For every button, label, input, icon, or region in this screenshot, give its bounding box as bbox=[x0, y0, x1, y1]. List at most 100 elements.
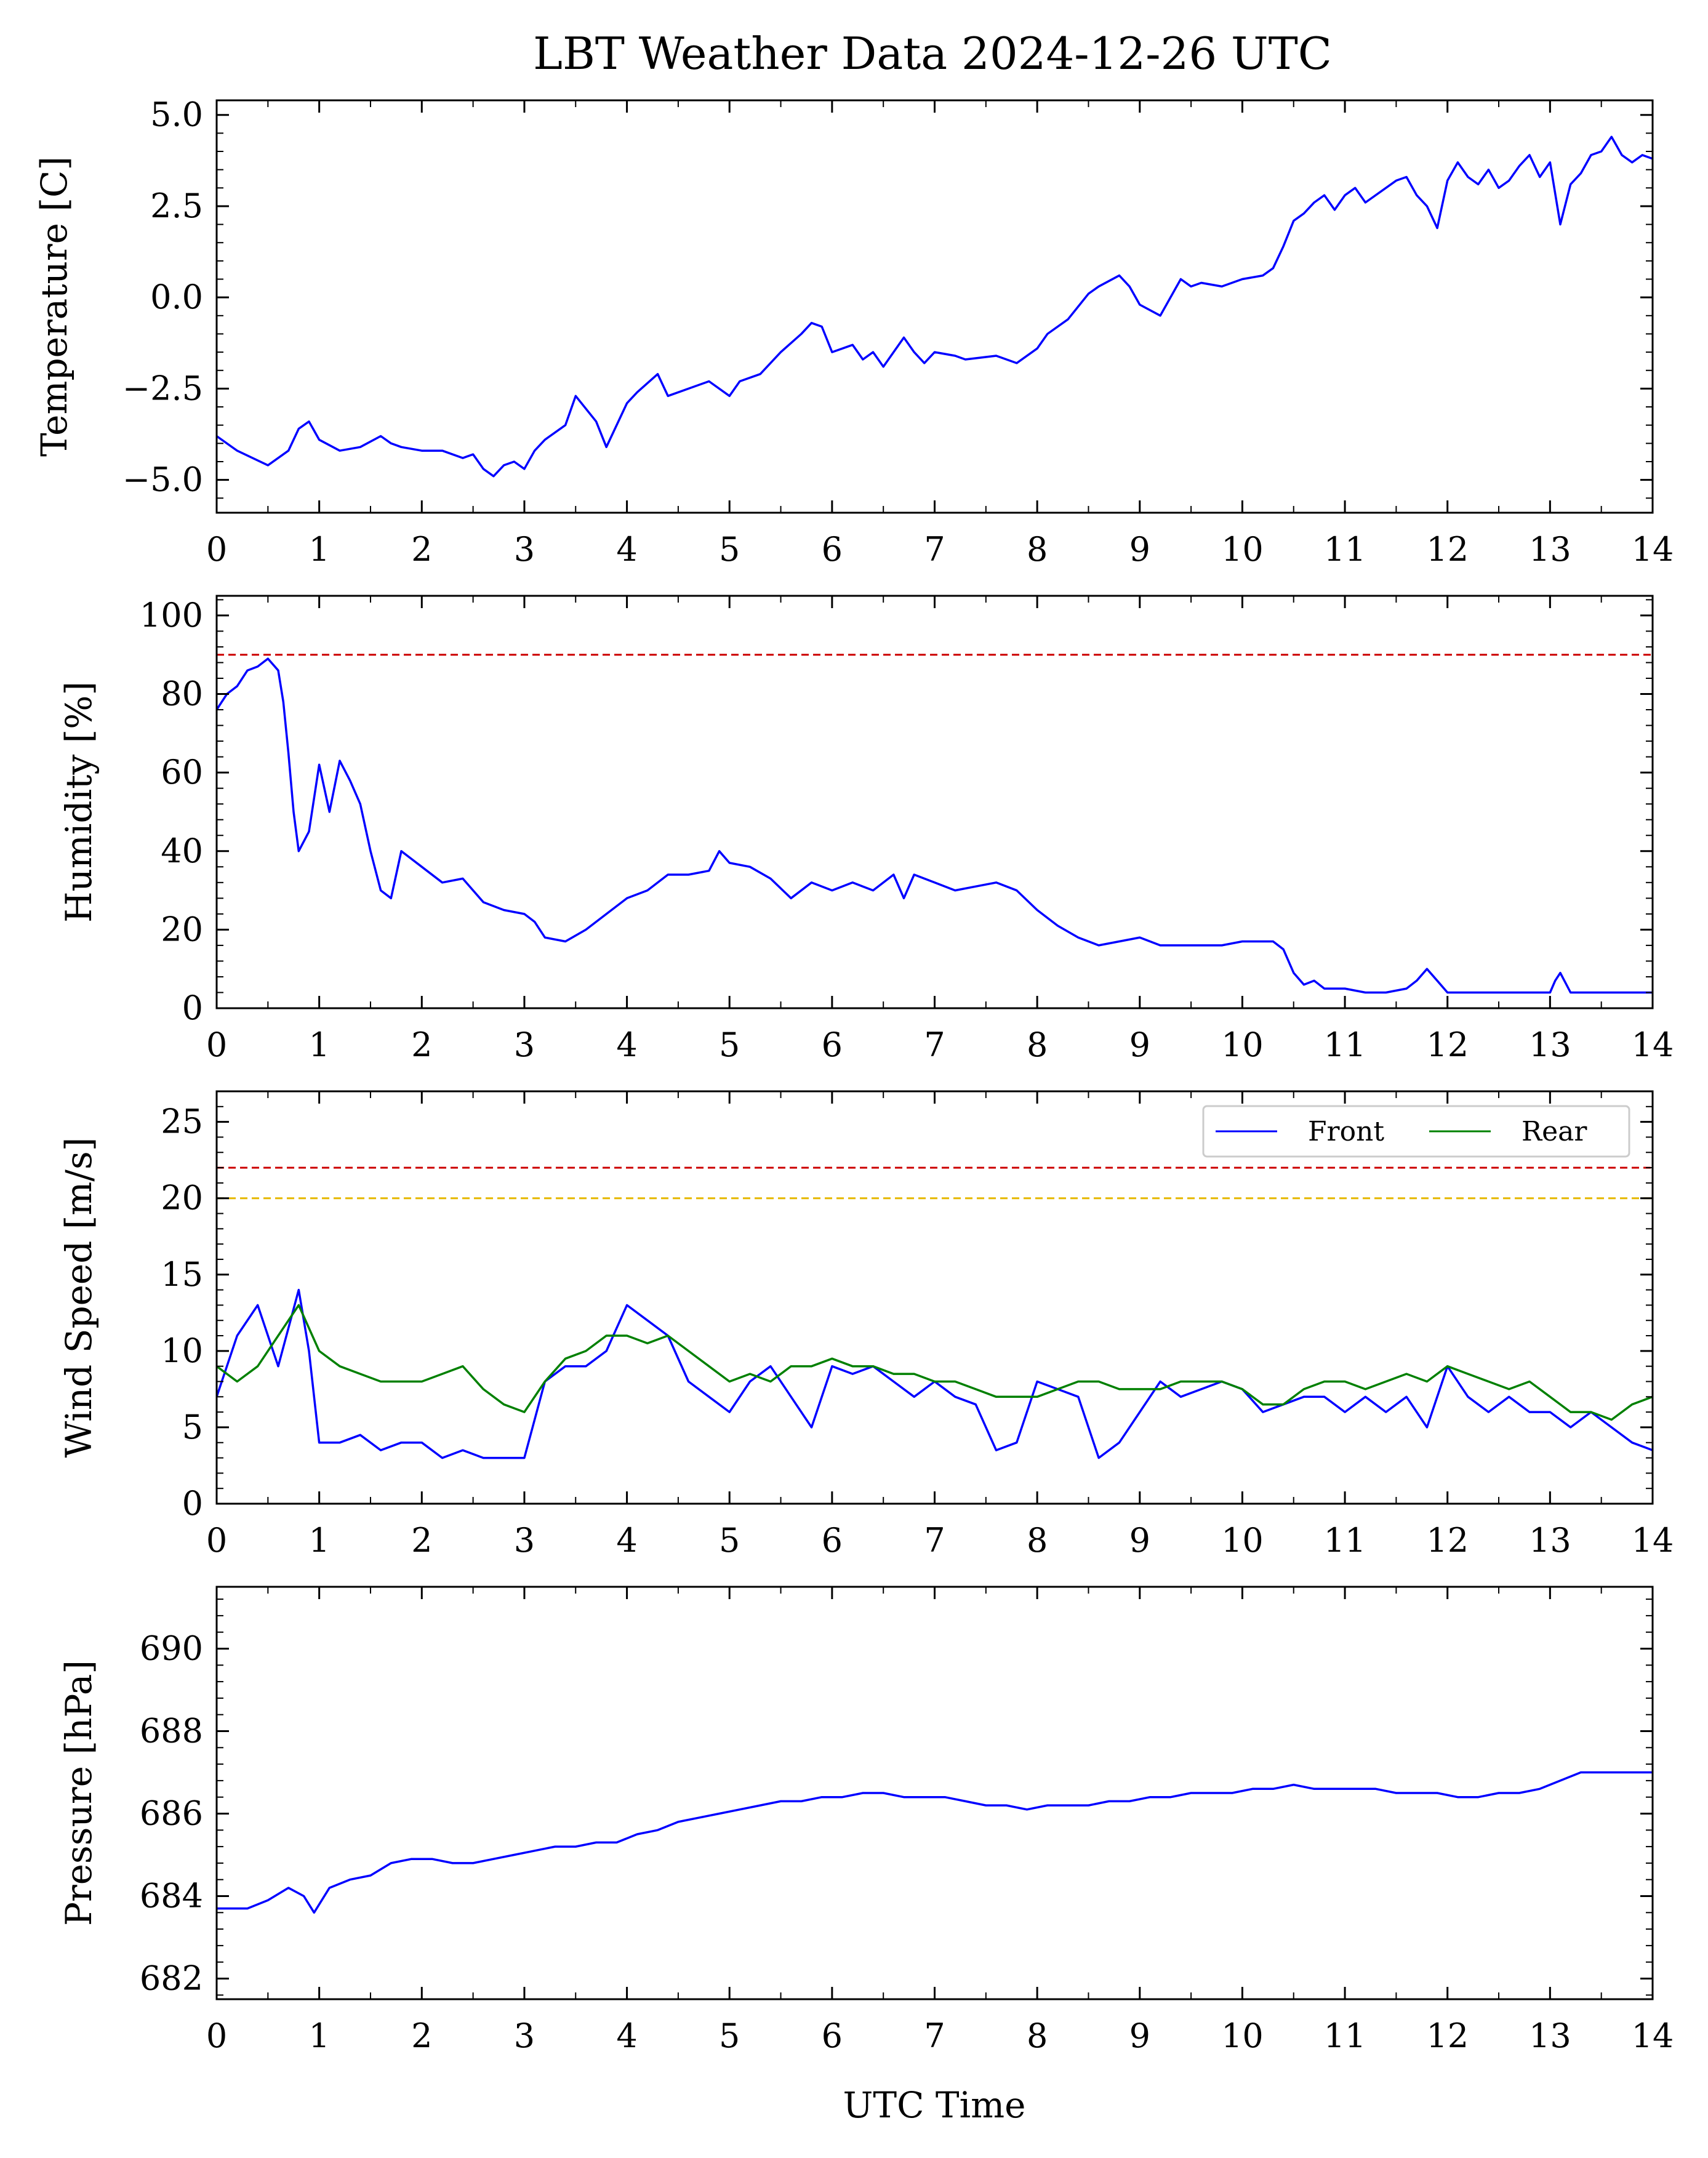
y-tick-label: 80 bbox=[161, 675, 203, 713]
x-tick-label: 0 bbox=[206, 2016, 227, 2055]
x-tick-label: 3 bbox=[514, 1521, 535, 1560]
x-tick-label: 5 bbox=[719, 530, 740, 569]
x-tick-label: 12 bbox=[1426, 530, 1469, 569]
x-tick-label: 2 bbox=[411, 1521, 432, 1560]
x-tick-label: 8 bbox=[1027, 1521, 1048, 1560]
y-tick-label: 20 bbox=[161, 910, 203, 949]
panels-group: 0 1 2 3 4 5 6 7 8 9 10 11 12 13 14−5.0−2.50.02.55.0Tem… bbox=[33, 95, 1674, 2055]
y-tick-label: 0 bbox=[182, 989, 203, 1027]
series-line-pressure bbox=[217, 1771, 1653, 1914]
y-axis-label: Temperature [C] bbox=[33, 156, 75, 457]
x-tick-label: 6 bbox=[822, 530, 843, 569]
x-axis-label: UTC Time bbox=[843, 2084, 1026, 2126]
x-tick-label: 5 bbox=[719, 1025, 740, 1064]
x-tick-label: 14 bbox=[1632, 1025, 1674, 1064]
x-tick-label: 11 bbox=[1324, 1025, 1366, 1064]
y-tick-label: 60 bbox=[161, 753, 203, 792]
series-line-temperature bbox=[217, 135, 1653, 478]
y-tick-label: 688 bbox=[140, 1712, 203, 1751]
y-tick-label: −2.5 bbox=[122, 369, 203, 407]
x-tick-label: 6 bbox=[822, 1521, 843, 1560]
x-tick-label: 1 bbox=[308, 2016, 329, 2055]
x-tick-label: 14 bbox=[1632, 1521, 1674, 1560]
x-tick-label: 6 bbox=[822, 1025, 843, 1064]
y-tick-label: 100 bbox=[140, 596, 203, 635]
y-axis-label: Humidity [%] bbox=[58, 681, 100, 923]
x-tick-label: 12 bbox=[1426, 2016, 1469, 2055]
x-tick-label: 13 bbox=[1529, 1025, 1571, 1064]
x-tick-label: 10 bbox=[1221, 2016, 1264, 2055]
x-tick-label: 9 bbox=[1129, 530, 1150, 569]
x-tick-label: 8 bbox=[1027, 2016, 1048, 2055]
x-tick-label: 2 bbox=[411, 1025, 432, 1064]
y-tick-label: 10 bbox=[161, 1331, 203, 1370]
x-tick-label: 14 bbox=[1632, 530, 1674, 569]
legend-label-rear: Rear bbox=[1522, 1116, 1587, 1147]
data-layer bbox=[217, 654, 1653, 994]
x-tick-label: 0 bbox=[206, 1025, 227, 1064]
y-tick-label: 686 bbox=[140, 1794, 203, 1833]
y-tick-label: −5.0 bbox=[122, 460, 203, 499]
series-line-wind-front bbox=[217, 1288, 1653, 1459]
x-tick-label: 7 bbox=[924, 2016, 945, 2055]
y-tick-label: 682 bbox=[140, 1959, 203, 1998]
x-tick-label: 9 bbox=[1129, 1521, 1150, 1560]
y-tick-label: 15 bbox=[161, 1255, 203, 1294]
x-tick-label: 11 bbox=[1324, 2016, 1366, 2055]
x-tick-label: 13 bbox=[1529, 2016, 1571, 2055]
x-tick-label: 10 bbox=[1221, 1521, 1264, 1560]
data-layer bbox=[217, 135, 1653, 478]
x-tick-label: 6 bbox=[822, 2016, 843, 2055]
x-tick-label: 0 bbox=[206, 1521, 227, 1560]
legend-label-front: Front bbox=[1308, 1116, 1384, 1147]
y-tick-label: 20 bbox=[161, 1179, 203, 1217]
y-tick-label: 25 bbox=[161, 1102, 203, 1141]
x-tick-label: 13 bbox=[1529, 530, 1571, 569]
series-line-humidity bbox=[217, 657, 1653, 994]
x-tick-label: 3 bbox=[514, 2016, 535, 2055]
x-tick-label: 4 bbox=[616, 530, 637, 569]
x-tick-label: 11 bbox=[1324, 1521, 1366, 1560]
y-axis-label: Wind Speed [m/s] bbox=[58, 1137, 100, 1458]
x-tick-label: 13 bbox=[1529, 1521, 1571, 1560]
chart-title: LBT Weather Data 2024-12-26 UTC bbox=[533, 28, 1332, 79]
x-tick-label: 4 bbox=[616, 1025, 637, 1064]
y-tick-label: 684 bbox=[140, 1877, 203, 1915]
x-tick-label: 8 bbox=[1027, 1025, 1048, 1064]
y-tick-label: 40 bbox=[161, 832, 203, 870]
data-layer bbox=[217, 1166, 1653, 1459]
x-tick-label: 9 bbox=[1129, 1025, 1150, 1064]
panel-temperature: 0 1 2 3 4 5 6 7 8 9 10 11 12 13 14−5.0−2.50.02.55.0Tem… bbox=[33, 95, 1674, 569]
x-tick-label: 3 bbox=[514, 1025, 535, 1064]
x-tick-label: 4 bbox=[616, 2016, 637, 2055]
x-tick-label: 12 bbox=[1426, 1521, 1469, 1560]
y-tick-label: 0.0 bbox=[150, 278, 203, 316]
x-tick-label: 5 bbox=[719, 2016, 740, 2055]
y-tick-label: 5 bbox=[182, 1408, 203, 1446]
x-tick-label: 1 bbox=[308, 530, 329, 569]
y-axis-label: Pressure [hPa] bbox=[58, 1660, 100, 1926]
x-tick-label: 14 bbox=[1632, 2016, 1674, 2055]
x-tick-label: 10 bbox=[1221, 530, 1264, 569]
x-tick-label: 3 bbox=[514, 530, 535, 569]
x-tick-label: 4 bbox=[616, 1521, 637, 1560]
x-tick-label: 7 bbox=[924, 1025, 945, 1064]
panel-pressure: 0 1 2 3 4 5 6 7 8 9 10 11 12 13 14682684686688690Press… bbox=[58, 1586, 1674, 2055]
panel-humidity: 0 1 2 3 4 5 6 7 8 9 10 11 12 13 14020406080100Humidity… bbox=[58, 595, 1674, 1064]
x-tick-label: 10 bbox=[1221, 1025, 1264, 1064]
plot-frame bbox=[215, 595, 1654, 1009]
y-tick-label: 2.5 bbox=[150, 187, 203, 225]
y-tick-label: 690 bbox=[140, 1629, 203, 1668]
x-tick-label: 2 bbox=[411, 2016, 432, 2055]
x-tick-label: 1 bbox=[308, 1025, 329, 1064]
x-tick-label: 7 bbox=[924, 1521, 945, 1560]
data-layer bbox=[217, 1771, 1653, 1914]
x-tick-label: 11 bbox=[1324, 530, 1366, 569]
y-tick-label: 0 bbox=[182, 1484, 203, 1523]
x-tick-label: 0 bbox=[206, 530, 227, 569]
x-tick-label: 7 bbox=[924, 530, 945, 569]
series-line-wind-rear bbox=[217, 1304, 1653, 1421]
x-tick-label: 9 bbox=[1129, 2016, 1150, 2055]
